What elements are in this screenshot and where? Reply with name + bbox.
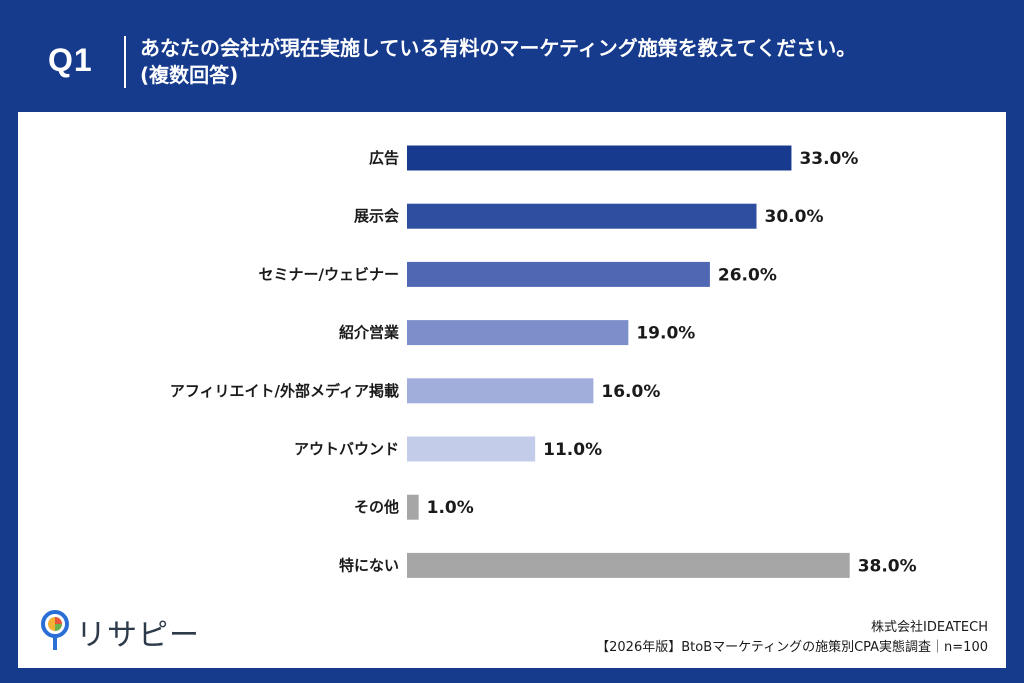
question-line-2: (複数回答) <box>140 63 239 87</box>
question-number: Q1 <box>48 42 93 78</box>
bar-chart: 広告 33.0% 展示会 30.0% セミナー/ウェビナー 26.0% 紹介営業 19.0% ア… <box>170 145 917 578</box>
category-label: アウトバウンド <box>294 440 399 458</box>
bar <box>407 378 594 404</box>
footer-company: 株式会社IDEATECH <box>871 620 988 635</box>
bar <box>407 320 629 346</box>
category-label: その他 <box>354 498 399 516</box>
question-text: あなたの会社が現在実施している有料のマーケティング施策を教えてください。 (複数… <box>140 35 856 89</box>
category-label: 展示会 <box>354 207 399 225</box>
chart-panel: 広告 33.0% 展示会 30.0% セミナー/ウェビナー 26.0% 紹介営業 19.0% ア… <box>18 112 1006 668</box>
brand-logo: リサピー <box>40 606 200 658</box>
bar <box>407 203 757 229</box>
category-label: セミナー/ウェビナー <box>259 265 399 283</box>
bar <box>407 552 850 578</box>
question-line-1: あなたの会社が現在実施している有料のマーケティング施策を教えてください。 <box>140 36 857 60</box>
bar <box>407 261 710 287</box>
value-label: 19.0% <box>636 324 695 344</box>
header: Q1 あなたの会社が現在実施している有料のマーケティング施策を教えてください。 … <box>0 0 1024 112</box>
pin-logo-icon <box>40 610 70 654</box>
category-label: アフィリエイト/外部メディア掲載 <box>170 382 399 400</box>
value-label: 16.0% <box>601 382 660 402</box>
value-label: 30.0% <box>765 207 824 227</box>
footer: 株式会社IDEATECH 【2026年版】BtoBマーケティングの施策別CPA実… <box>596 618 988 658</box>
value-label: 33.0% <box>799 149 858 169</box>
bar <box>407 436 536 462</box>
category-label: 特にない <box>339 556 399 574</box>
value-label: 26.0% <box>718 265 777 285</box>
value-label: 38.0% <box>858 556 917 576</box>
category-label: 広告 <box>369 149 399 167</box>
value-label: 11.0% <box>543 440 602 460</box>
header-divider <box>124 36 126 88</box>
footer-survey: 【2026年版】BtoBマーケティングの施策別CPA実態調査｜n=100 <box>596 640 988 655</box>
value-label: 1.0% <box>427 498 474 518</box>
bar <box>407 494 419 520</box>
brand-name: リサピー <box>76 618 200 653</box>
category-label: 紹介営業 <box>339 324 400 342</box>
bar <box>407 145 792 171</box>
